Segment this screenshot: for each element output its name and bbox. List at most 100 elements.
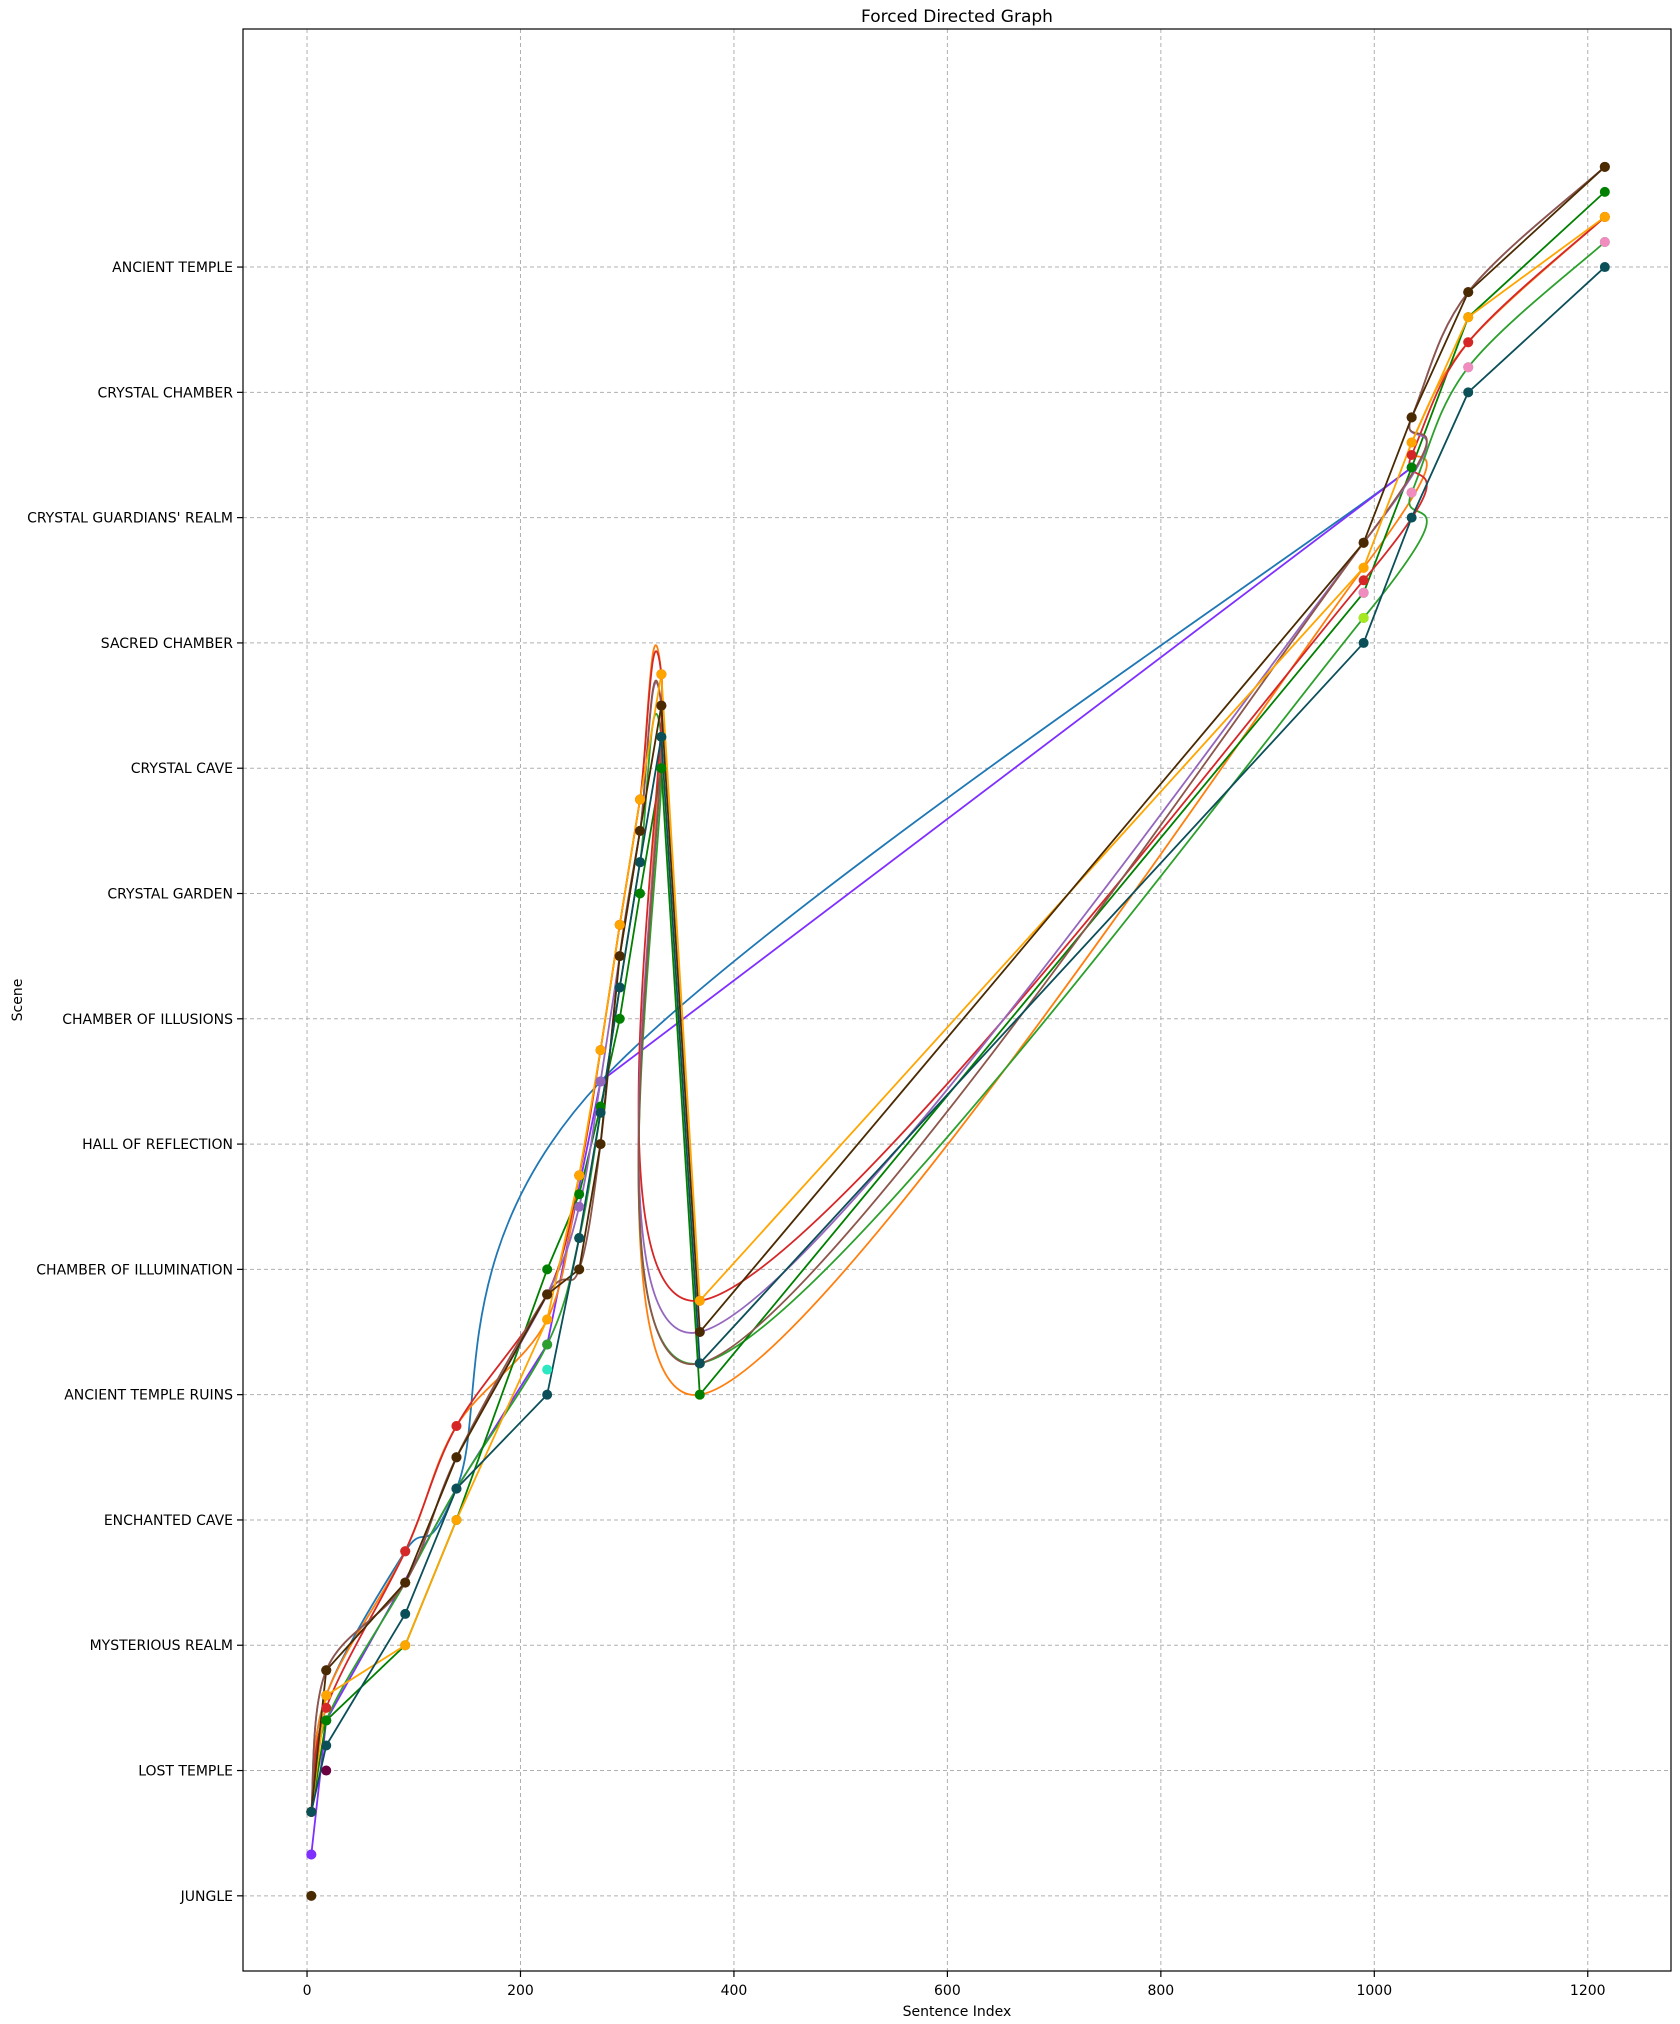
y-tick-label: ENCHANTED CAVE bbox=[104, 1513, 233, 1529]
data-point bbox=[400, 1640, 411, 1651]
y-tick-label: CHAMBER OF ILLUSIONS bbox=[62, 1012, 233, 1028]
data-point bbox=[1599, 186, 1610, 197]
data-point bbox=[635, 825, 646, 836]
y-tick-label: LOST TEMPLE bbox=[138, 1764, 233, 1780]
chart-title: Forced Directed Graph bbox=[861, 7, 1053, 27]
data-point bbox=[635, 888, 646, 899]
data-point bbox=[694, 1295, 705, 1306]
x-tick-label: 1200 bbox=[1570, 1983, 1606, 1999]
data-point bbox=[306, 1849, 317, 1860]
data-point bbox=[1406, 512, 1417, 523]
x-tick-label: 0 bbox=[303, 1983, 312, 1999]
x-tick-label: 600 bbox=[934, 1983, 961, 1999]
y-tick-label: CRYSTAL CHAMBER bbox=[98, 385, 234, 401]
y-tick-label: CRYSTAL GUARDIANS' REALM bbox=[27, 511, 233, 527]
data-point bbox=[1358, 537, 1369, 548]
data-point bbox=[574, 1201, 585, 1212]
data-point bbox=[1463, 387, 1474, 398]
data-point bbox=[542, 1339, 553, 1350]
x-tick-label: 200 bbox=[507, 1983, 534, 1999]
data-point bbox=[614, 951, 625, 962]
data-point bbox=[451, 1420, 462, 1431]
data-point bbox=[1406, 487, 1417, 498]
data-point bbox=[1599, 236, 1610, 247]
plot-frame bbox=[242, 28, 1672, 1972]
data-point bbox=[1463, 287, 1474, 298]
y-tick-label: CHAMBER OF ILLUMINATION bbox=[36, 1262, 233, 1278]
data-point bbox=[574, 1170, 585, 1181]
data-point bbox=[542, 1389, 553, 1400]
data-point bbox=[694, 1358, 705, 1369]
data-point bbox=[1463, 312, 1474, 323]
data-point bbox=[614, 1013, 625, 1024]
y-tick-label: ANCIENT TEMPLE bbox=[112, 260, 233, 276]
data-point bbox=[451, 1514, 462, 1525]
data-point bbox=[400, 1608, 411, 1619]
data-point bbox=[1358, 637, 1369, 648]
data-point bbox=[542, 1289, 553, 1300]
y-axis-label: Scene bbox=[10, 979, 26, 1022]
x-axis-label: Sentence Index bbox=[903, 2004, 1012, 2020]
data-point bbox=[595, 1045, 606, 1056]
data-point bbox=[451, 1483, 462, 1494]
y-axis-ticks: JUNGLE LOST TEMPLE MYSTERIOUS REALM ENCHANT… bbox=[27, 260, 243, 1905]
data-point bbox=[400, 1546, 411, 1557]
data-point bbox=[1463, 362, 1474, 373]
y-tick-label: SACRED CHAMBER bbox=[101, 636, 233, 652]
x-tick-label: 800 bbox=[1147, 1983, 1174, 1999]
y-tick-label: ANCIENT TEMPLE RUINS bbox=[64, 1388, 233, 1404]
data-point bbox=[1358, 587, 1369, 598]
data-point bbox=[595, 1139, 606, 1150]
data-point bbox=[694, 1389, 705, 1400]
data-point bbox=[1358, 575, 1369, 586]
data-point bbox=[321, 1740, 332, 1751]
x-axis-ticks: 0 200 400 600 800 1000 1200 bbox=[303, 1971, 1606, 1999]
y-tick-label: CRYSTAL CAVE bbox=[131, 761, 233, 777]
data-point bbox=[542, 1364, 553, 1375]
data-point bbox=[321, 1665, 332, 1676]
data-point bbox=[1463, 337, 1474, 348]
points-layer bbox=[306, 161, 1610, 1901]
y-tick-label: JUNGLE bbox=[180, 1889, 233, 1905]
y-tick-label: HALL OF REFLECTION bbox=[82, 1137, 233, 1153]
data-point bbox=[451, 1452, 462, 1463]
data-point bbox=[306, 1890, 317, 1901]
data-point bbox=[1358, 562, 1369, 573]
data-point bbox=[321, 1702, 332, 1713]
data-point bbox=[656, 763, 667, 774]
data-point bbox=[595, 1107, 606, 1118]
data-point bbox=[542, 1264, 553, 1275]
data-point bbox=[635, 857, 646, 868]
data-point bbox=[321, 1690, 332, 1701]
data-point bbox=[1599, 161, 1610, 172]
data-point bbox=[1599, 262, 1610, 273]
data-point bbox=[1406, 449, 1417, 460]
data-point bbox=[574, 1233, 585, 1244]
y-tick-label: CRYSTAL GARDEN bbox=[107, 887, 233, 903]
data-point bbox=[656, 700, 667, 711]
data-point bbox=[1599, 211, 1610, 222]
data-point bbox=[400, 1577, 411, 1588]
y-tick-label: MYSTERIOUS REALM bbox=[90, 1638, 233, 1654]
data-point bbox=[574, 1189, 585, 1200]
data-point bbox=[614, 919, 625, 930]
x-tick-label: 1000 bbox=[1356, 1983, 1392, 1999]
data-point bbox=[1406, 462, 1417, 473]
data-point bbox=[595, 1076, 606, 1087]
data-point bbox=[656, 731, 667, 742]
data-point bbox=[614, 982, 625, 993]
data-point bbox=[1406, 412, 1417, 423]
data-point bbox=[321, 1715, 332, 1726]
data-point bbox=[635, 794, 646, 805]
grid-layer bbox=[243, 29, 1671, 1971]
data-point bbox=[306, 1806, 317, 1817]
data-point bbox=[321, 1765, 332, 1776]
data-point bbox=[694, 1327, 705, 1338]
data-point bbox=[542, 1314, 553, 1325]
data-point bbox=[1406, 437, 1417, 448]
data-point bbox=[656, 669, 667, 680]
series-line-s5 bbox=[310, 191, 1606, 1813]
x-tick-label: 400 bbox=[721, 1983, 748, 1999]
series-line-s2 bbox=[310, 466, 1413, 1855]
